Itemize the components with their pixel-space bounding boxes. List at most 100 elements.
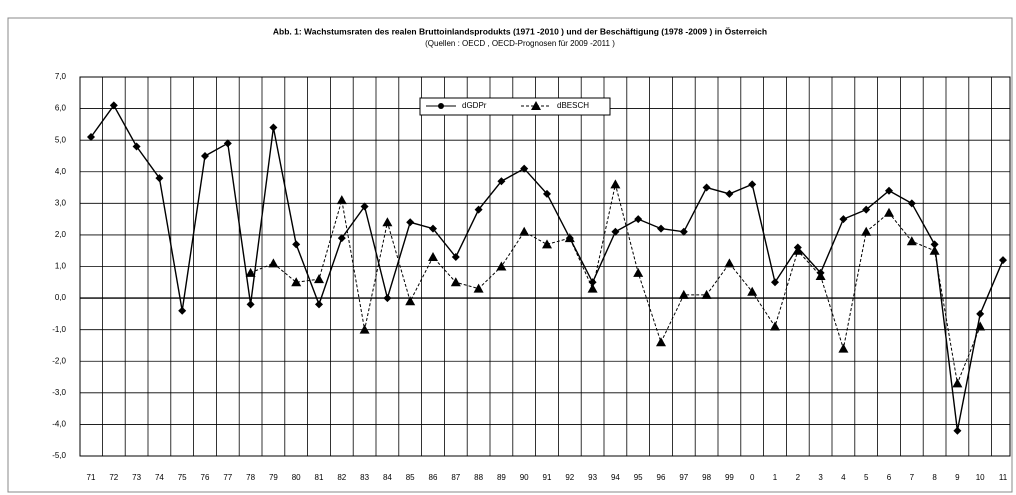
marker [633,267,644,277]
x-tick-label: 71 [87,473,96,482]
x-tick-label: 87 [451,473,460,482]
x-tick-label: 88 [474,473,483,482]
marker [884,207,894,217]
y-tick-label: 5,0 [55,135,67,144]
marker [269,123,278,132]
x-tick-label: 82 [337,473,346,482]
marker [815,270,826,280]
x-tick-label: 2 [796,473,801,482]
marker [292,240,301,249]
legend-box [419,97,611,116]
legend-marker [531,101,541,110]
marker [315,300,323,309]
x-tick-label: 83 [360,473,369,482]
marker [406,218,415,227]
x-tick-label: 74 [155,473,164,482]
x-tick-label: 95 [634,473,643,482]
marker [657,224,665,233]
x-tick-label: 8 [932,473,937,482]
x-tick-label: 77 [223,473,232,482]
x-tick-label: 96 [657,473,666,482]
marker [291,277,302,287]
x-tick-label: 75 [178,473,187,482]
y-tick-label: 4,0 [55,167,67,176]
marker [679,227,688,236]
marker [428,252,438,262]
x-tick-label: 86 [429,473,438,482]
marker [178,306,187,315]
x-tick-label: 85 [406,473,415,482]
marker [405,296,416,306]
x-tick-label: 99 [725,473,734,482]
x-tick-label: 5 [864,473,869,482]
x-tick-label: 98 [702,473,711,482]
marker [634,215,643,224]
y-tick-label: 7,0 [55,72,67,81]
x-tick-label: 0 [750,473,755,482]
marker [770,321,780,331]
x-tick-label: 72 [109,473,118,482]
marker [999,256,1007,265]
x-tick-label: 94 [611,473,620,482]
marker [155,174,164,183]
marker [520,164,529,173]
marker [656,337,666,347]
x-tick-label: 1 [773,473,778,482]
marker [474,205,483,214]
marker [542,239,552,249]
y-tick-label: -1,0 [52,325,66,334]
marker [953,426,962,435]
x-tick-label: 78 [246,473,255,482]
marker [382,217,393,227]
marker [701,289,712,299]
marker [429,224,437,233]
marker [201,151,209,160]
x-tick-label: 92 [565,473,574,482]
x-tick-label: 6 [887,473,892,482]
marker [337,234,346,243]
marker [360,202,369,211]
x-tick-label: 11 [999,473,1008,482]
marker [725,189,734,198]
y-tick-label: -5,0 [52,451,66,460]
marker [336,195,347,205]
x-tick-label: 91 [543,473,552,482]
x-tick-label: 93 [588,473,597,482]
x-tick-label: 81 [315,473,324,482]
marker [519,226,530,236]
marker [611,227,620,236]
x-tick-label: 7 [910,473,915,482]
marker [906,236,917,246]
x-tick-label: 79 [269,473,278,482]
marker [975,321,986,331]
marker [907,199,916,208]
marker [929,245,940,255]
marker [87,133,95,142]
y-tick-label: -3,0 [52,388,66,397]
marker [450,277,461,287]
marker [223,139,232,148]
marker [862,205,871,214]
y-tick-label: 6,0 [55,104,67,113]
marker [383,294,392,303]
marker [246,300,255,309]
x-tick-label: 9 [955,473,960,482]
marker [359,324,370,334]
marker [771,278,779,287]
legend-label: dGDPr [462,101,487,110]
legend-label: dBESCH [557,101,589,110]
marker [976,309,985,318]
x-tick-label: 90 [520,473,529,482]
y-tick-label: -4,0 [52,420,66,429]
y-tick-label: 3,0 [55,198,67,207]
marker [109,101,118,110]
marker [678,289,689,299]
x-tick-label: 97 [679,473,688,482]
marker [245,267,256,277]
marker [451,253,460,262]
marker [702,183,711,192]
marker [885,186,893,195]
x-tick-label: 76 [201,473,210,482]
marker [543,189,551,198]
marker [930,240,939,249]
